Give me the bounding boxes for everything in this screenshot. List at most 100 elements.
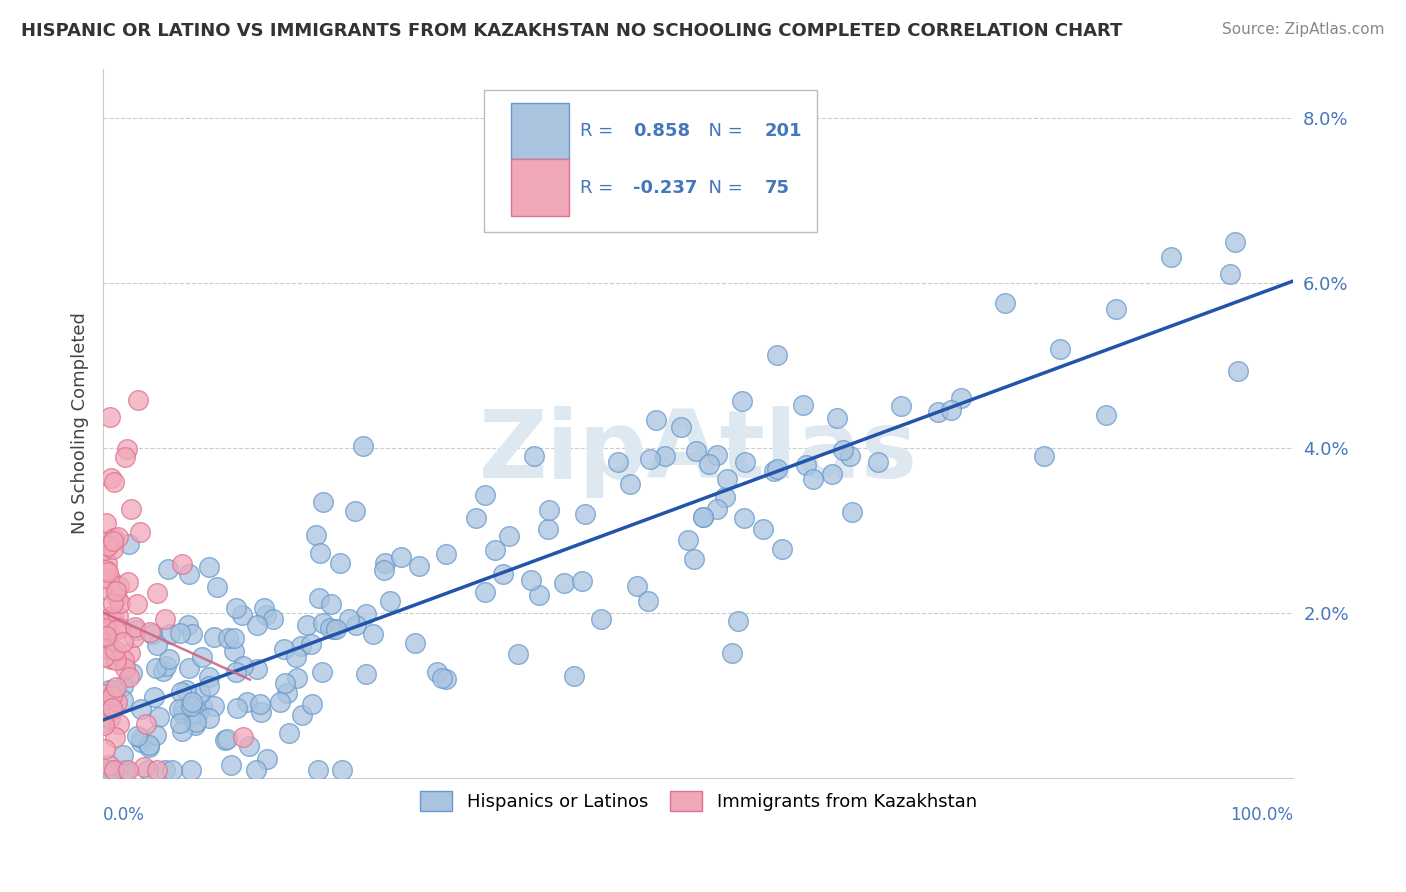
Point xyxy=(143,690,166,704)
Point xyxy=(114,661,136,675)
Point xyxy=(124,619,146,633)
Point xyxy=(155,658,177,673)
Point xyxy=(343,504,366,518)
Point xyxy=(202,699,225,714)
Point xyxy=(107,530,129,544)
Point xyxy=(297,617,319,632)
Point xyxy=(125,623,148,637)
Point xyxy=(145,728,167,742)
Point xyxy=(1160,250,1182,264)
Point xyxy=(245,763,267,777)
Point xyxy=(180,763,202,777)
FancyBboxPatch shape xyxy=(512,103,568,160)
Point xyxy=(638,451,661,466)
Point xyxy=(706,502,728,516)
Point xyxy=(129,731,152,745)
Point xyxy=(181,708,204,723)
Point xyxy=(104,653,127,667)
Point xyxy=(821,467,844,482)
Text: 201: 201 xyxy=(765,122,803,140)
Point xyxy=(96,563,118,577)
Point xyxy=(129,524,152,539)
Point xyxy=(115,763,138,777)
Point xyxy=(174,683,197,698)
Point xyxy=(236,694,259,708)
Legend: Hispanics or Latinos, Immigrants from Kazakhstan: Hispanics or Latinos, Immigrants from Ka… xyxy=(412,783,984,819)
Point xyxy=(214,733,236,747)
Point xyxy=(94,571,117,585)
Point xyxy=(121,666,143,681)
Point xyxy=(181,695,204,709)
Point xyxy=(222,632,245,646)
Point xyxy=(1049,342,1071,356)
Point xyxy=(232,730,254,744)
Point xyxy=(146,638,169,652)
Point xyxy=(96,630,118,644)
Point xyxy=(770,541,793,556)
Point xyxy=(506,647,529,661)
Point xyxy=(115,442,138,457)
Point xyxy=(145,763,167,777)
Point xyxy=(138,740,160,755)
Point xyxy=(1225,235,1247,250)
Point xyxy=(1219,267,1241,281)
Point xyxy=(180,698,202,713)
Point xyxy=(301,697,323,711)
Point xyxy=(118,537,141,551)
Point xyxy=(177,618,200,632)
Point xyxy=(135,716,157,731)
Point xyxy=(378,594,401,608)
Point xyxy=(319,621,342,635)
Point xyxy=(101,542,124,557)
Point xyxy=(94,741,117,756)
Point xyxy=(801,471,824,485)
Point xyxy=(374,556,396,570)
Point xyxy=(685,443,707,458)
Point xyxy=(103,475,125,490)
Point xyxy=(520,574,543,588)
Point xyxy=(762,464,785,478)
Point xyxy=(94,621,117,635)
Point xyxy=(290,639,312,653)
Point xyxy=(721,646,744,660)
Point xyxy=(606,454,628,468)
Point xyxy=(231,608,253,623)
Point xyxy=(927,405,949,419)
Point xyxy=(129,702,152,716)
Point xyxy=(238,739,260,753)
Point xyxy=(100,689,122,703)
Text: 0.0%: 0.0% xyxy=(103,806,145,824)
Point xyxy=(273,676,295,690)
Point xyxy=(794,458,817,472)
Point xyxy=(706,448,728,462)
Point xyxy=(122,631,145,645)
Point xyxy=(152,664,174,678)
Point xyxy=(389,550,412,565)
Point xyxy=(101,701,124,715)
Point xyxy=(120,647,142,661)
Point xyxy=(361,626,384,640)
Point xyxy=(1094,408,1116,422)
Point xyxy=(108,579,131,593)
Text: ZipAtlas: ZipAtlas xyxy=(479,406,918,498)
Point xyxy=(692,510,714,524)
Point xyxy=(273,641,295,656)
Point xyxy=(172,701,194,715)
Point xyxy=(676,533,699,548)
Point xyxy=(170,557,193,571)
Point xyxy=(344,618,367,632)
Point xyxy=(246,618,269,632)
Point xyxy=(254,608,277,623)
Point xyxy=(112,763,135,777)
Point xyxy=(299,637,322,651)
Point xyxy=(191,650,214,665)
Point xyxy=(94,629,117,643)
Point xyxy=(950,391,973,405)
Point xyxy=(716,472,738,486)
Point xyxy=(136,763,159,777)
Point xyxy=(117,670,139,684)
Point xyxy=(291,708,314,723)
Point xyxy=(131,735,153,749)
Point xyxy=(100,651,122,665)
Point xyxy=(269,695,291,709)
